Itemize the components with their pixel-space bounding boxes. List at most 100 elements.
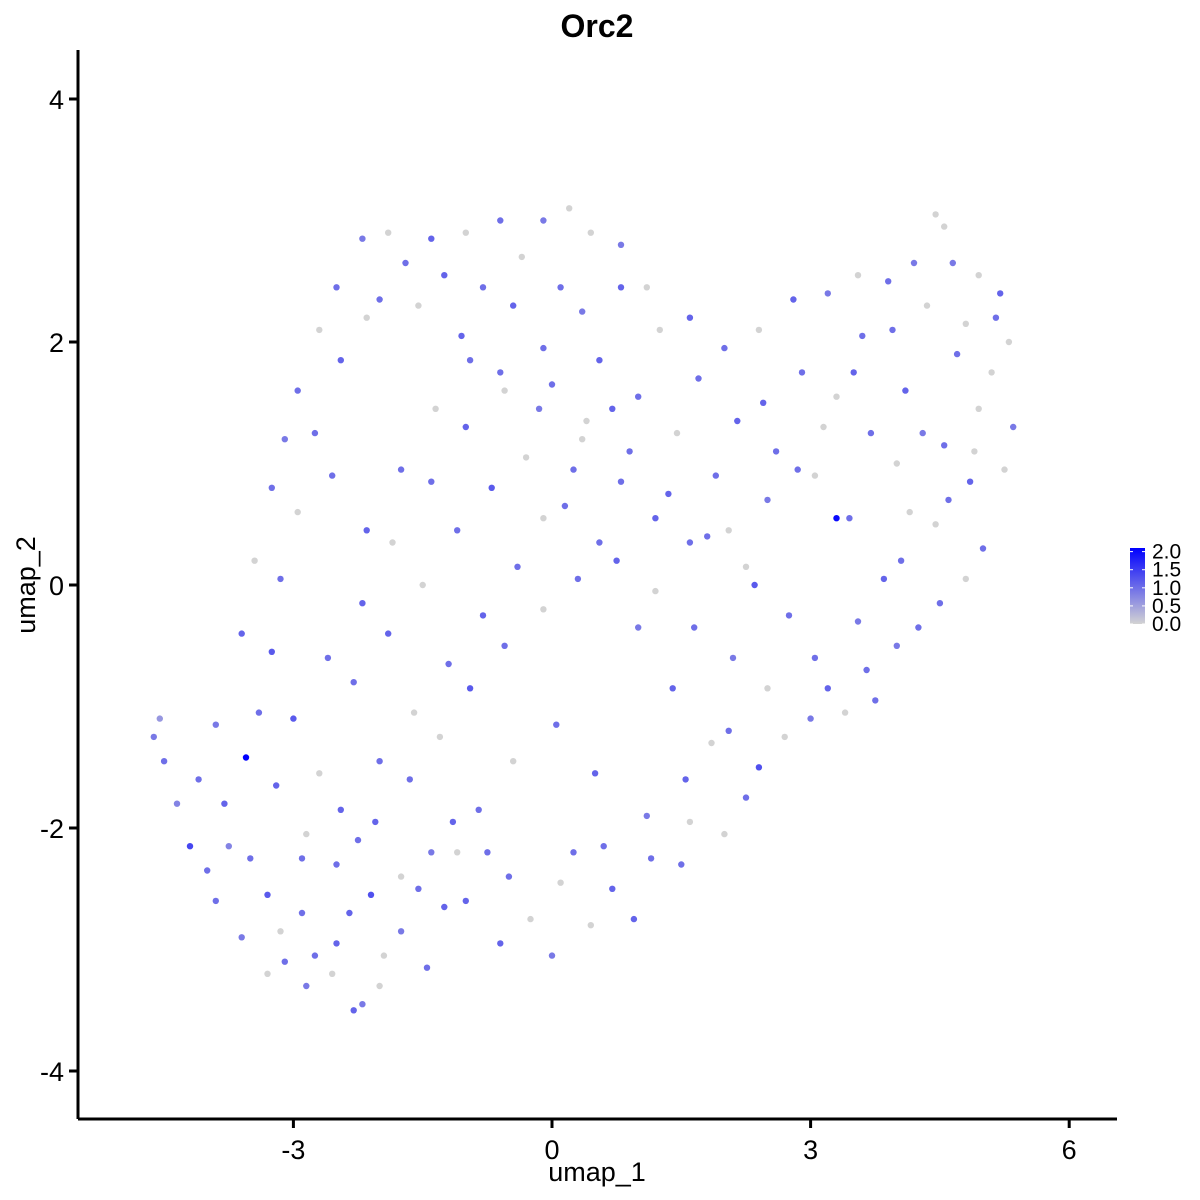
data-point [454,527,461,534]
data-point [238,934,245,941]
data-point [497,369,504,376]
data-point [988,369,995,376]
data-point [548,952,556,959]
data-point [669,685,676,692]
data-point [570,849,577,856]
data-point [376,982,383,990]
data-point [647,855,655,862]
data-point [755,326,763,334]
data-point [527,915,534,923]
data-point [290,715,297,722]
data-point [742,794,750,801]
data-point [824,685,831,692]
data-point [798,369,806,376]
data-point [294,508,301,516]
data-point [643,284,650,291]
data-point [1001,466,1008,473]
y-tick-label: 2 [49,328,64,358]
data-point [807,715,814,722]
data-point [311,952,319,959]
data-point [389,539,396,546]
colorbar-tick-label: 2.0 [1152,541,1181,564]
data-point [475,806,482,813]
data-point [350,679,357,686]
data-point [936,600,944,607]
data-point [941,223,948,230]
data-point [1010,423,1017,431]
data-point [906,508,913,516]
data-point [725,527,732,534]
data-point [324,654,332,662]
data-point [971,448,978,455]
data-point [173,800,181,807]
x-tick-label: 6 [1062,1135,1077,1165]
data-point [510,302,517,309]
data-point [579,436,586,443]
data-point [195,776,202,783]
data-point [522,454,530,461]
data-point [419,581,426,589]
data-point [820,423,827,431]
data-point [790,296,797,303]
data-point [872,697,879,704]
data-point [975,272,982,279]
title-group: Orc2 [561,8,634,44]
data-point [466,685,474,692]
x-ticks: -3 0 3 6 [281,1119,1077,1165]
data-point [337,806,344,813]
data-point [708,739,715,747]
data-point [751,581,758,589]
data-point [428,235,435,242]
data-point [376,296,383,303]
colorbar-tick-label: 0.0 [1152,613,1181,636]
data-point [811,472,819,479]
data-point [359,235,366,242]
data-point [428,478,435,485]
data-point [479,612,487,619]
data-point [441,272,448,279]
data-point [255,709,263,716]
data-point [484,849,491,856]
data-point [833,515,840,522]
axes [76,50,1117,1121]
data-point [859,332,866,340]
data-point [949,259,956,267]
data-point [579,308,586,315]
data-point [303,982,310,990]
data-point [596,357,603,364]
data-point [893,460,900,467]
data-point [548,381,556,388]
data-point [673,429,681,437]
x-tick-label: -3 [281,1135,305,1165]
data-point [635,624,642,631]
data-point [755,764,763,771]
data-point [247,855,254,862]
data-point [354,836,362,844]
data-point [889,326,896,334]
data-point [359,600,366,607]
data-point [910,259,918,267]
data-point [264,891,271,898]
data-point [941,442,948,449]
data-point [734,417,741,425]
colorbar-tick-label: 1.5 [1152,559,1181,582]
data-point [225,843,232,850]
data-point [350,1007,357,1014]
data-point [587,229,594,236]
data-point [281,958,288,965]
data-point [557,879,564,886]
data-point [617,478,625,485]
data-point [824,290,831,297]
y-tick-label: 4 [49,85,64,115]
data-point [932,211,939,218]
x-tick-label: 3 [803,1135,818,1165]
data-point [997,290,1004,297]
data-point [333,940,340,947]
data-point [363,314,370,321]
data-point [885,278,892,285]
data-point [635,393,642,400]
data-point [462,423,469,431]
data-point [402,259,409,267]
data-point [854,272,862,279]
